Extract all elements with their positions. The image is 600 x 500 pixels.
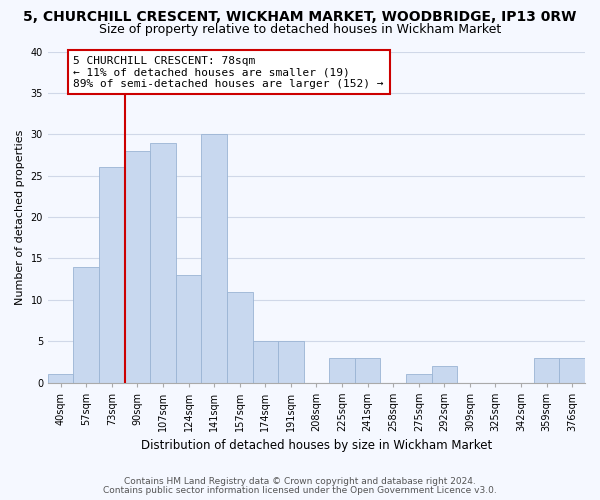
Bar (431, 366, 457, 382)
Y-axis label: Number of detached properties: Number of detached properties (15, 130, 25, 305)
Text: Contains public sector information licensed under the Open Government Licence v3: Contains public sector information licen… (103, 486, 497, 495)
Text: 5, CHURCHILL CRESCENT, WICKHAM MARKET, WOODBRIDGE, IP13 0RW: 5, CHURCHILL CRESCENT, WICKHAM MARKET, W… (23, 10, 577, 24)
Bar (176, 275, 202, 382)
Bar (202, 134, 227, 382)
Bar (253, 341, 278, 382)
Bar (99, 168, 125, 382)
X-axis label: Distribution of detached houses by size in Wickham Market: Distribution of detached houses by size … (141, 440, 492, 452)
Bar (125, 151, 150, 382)
Text: Contains HM Land Registry data © Crown copyright and database right 2024.: Contains HM Land Registry data © Crown c… (124, 477, 476, 486)
Text: 5 CHURCHILL CRESCENT: 78sqm
← 11% of detached houses are smaller (19)
89% of sem: 5 CHURCHILL CRESCENT: 78sqm ← 11% of det… (73, 56, 384, 89)
Bar (278, 341, 304, 382)
Bar (559, 358, 585, 382)
Bar (150, 142, 176, 382)
Bar (534, 358, 559, 382)
Bar (355, 358, 380, 382)
Bar (329, 358, 355, 382)
Text: Size of property relative to detached houses in Wickham Market: Size of property relative to detached ho… (99, 22, 501, 36)
Bar (73, 266, 99, 382)
Bar (227, 292, 253, 382)
Bar (406, 374, 431, 382)
Bar (48, 374, 73, 382)
